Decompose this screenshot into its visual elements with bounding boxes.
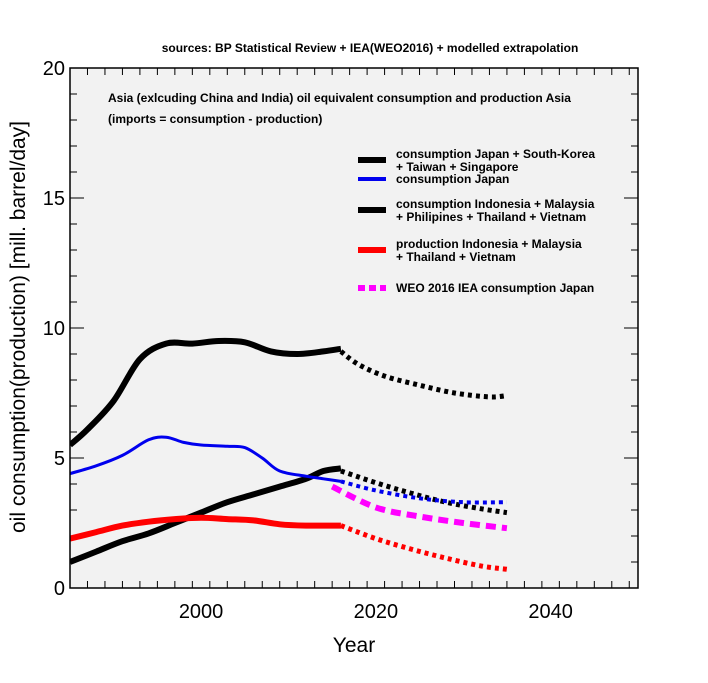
series-line-7	[340, 523, 508, 572]
legend-label-4: WEO 2016 IEA consumption Japan	[396, 281, 594, 295]
legend-label-0: + Taiwan + Singapore	[396, 160, 519, 174]
y-tick-label: 0	[54, 578, 65, 600]
legend-label-2: consumption Indonesia + Malaysia	[396, 197, 595, 211]
y-tick-label: 15	[43, 188, 65, 210]
series-line-0	[70, 337, 342, 448]
axis-ticks	[69, 67, 638, 589]
plot-frame	[69, 67, 639, 589]
x-axis-title: Year	[333, 634, 375, 657]
plot-area	[70, 68, 638, 588]
y-tick-label: 20	[43, 58, 65, 80]
x-tick-label: 2000	[179, 601, 224, 623]
y-tick-label: 5	[54, 448, 65, 470]
series-line-8	[330, 483, 508, 532]
x-tick-label: 2020	[354, 601, 399, 623]
legend: consumption Japan + South-Korea+ Taiwan …	[358, 147, 595, 295]
y-axis-title: oil consumption(production) [mill. barre…	[7, 121, 30, 533]
legend-label-3: production Indonesia + Malaysia	[396, 237, 582, 251]
x-tick-label: 2040	[528, 601, 573, 623]
chart-title: sources: BP Statistical Review + IEA(WEO…	[162, 41, 579, 55]
annotation-line-1: Asia (exlcuding China and India) oil equ…	[108, 91, 571, 105]
y-tick-label: 10	[43, 318, 65, 340]
tick-labels: 0 5 10 15 20 2000 2020 2040	[43, 58, 573, 623]
annotation-line-2: (imports = consumption - production)	[108, 112, 322, 126]
series-line-3	[340, 479, 507, 505]
series-layer	[70, 337, 508, 572]
legend-label-1: consumption Japan	[396, 172, 509, 186]
legend-label-3: + Thailand + Vietnam	[396, 250, 516, 264]
legend-label-0: consumption Japan + South-Korea	[396, 147, 595, 161]
series-line-2	[70, 435, 342, 483]
series-line-4	[70, 465, 342, 565]
series-line-6	[70, 514, 341, 542]
legend-label-2: + Philipines + Thailand + Vietnam	[396, 210, 586, 224]
